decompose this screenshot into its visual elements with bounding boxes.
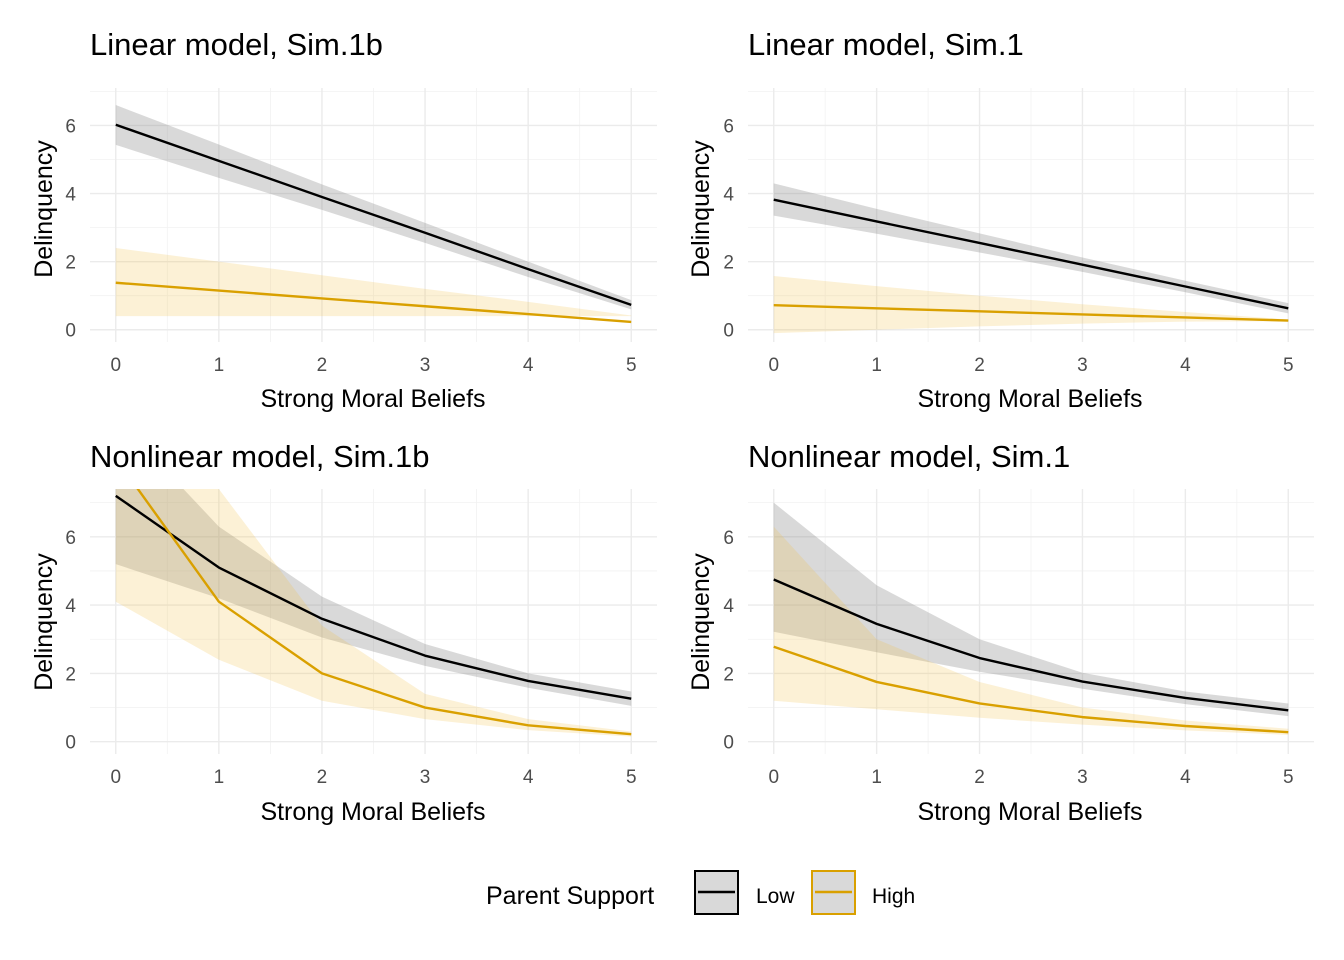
- legend-label-low: Low: [756, 885, 795, 908]
- plot-area: 0 1 2 3 4 5 0 2 4 6: [723, 489, 1314, 788]
- x-tick-label: 5: [626, 355, 637, 376]
- legend-key-low: Low: [694, 870, 795, 915]
- x-axis-title: Strong Moral Beliefs: [260, 385, 485, 413]
- x-tick-label: 1: [871, 767, 882, 788]
- series-line-high: [115, 281, 632, 324]
- x-tick-label: 2: [974, 767, 985, 788]
- y-tick-label: 6: [65, 528, 76, 549]
- x-tick-label: 5: [626, 767, 637, 788]
- y-tick-label: 2: [723, 253, 734, 274]
- y-tick-label: 4: [65, 185, 76, 206]
- series-line-high: [136, 489, 632, 736]
- series-line-low: [115, 494, 632, 700]
- series-line-low: [773, 578, 1289, 712]
- confidence-band-high: [115, 489, 632, 737]
- panel-nonlinear-sim-1: Nonlinear model, Sim.1 0 1 2 3 4 5 0 2 4 6 Strong…: [687, 439, 1314, 826]
- x-tick-label: 4: [523, 355, 534, 376]
- y-axis-title: Delinquency: [687, 140, 715, 278]
- y-tick-label: 0: [723, 733, 734, 754]
- confidence-band-low: [773, 502, 1289, 717]
- series-line-low: [773, 198, 1289, 310]
- x-tick-label: 5: [1283, 767, 1294, 788]
- confidence-band-low: [115, 105, 632, 310]
- x-axis-title: Strong Moral Beliefs: [260, 798, 485, 826]
- confidence-band-high: [773, 275, 1289, 334]
- panel-title: Linear model, Sim.1b: [90, 27, 383, 62]
- plot-area: 0 1 2 3 4 5 0 2 4 6: [65, 489, 657, 788]
- x-tick-label: 4: [1180, 355, 1191, 376]
- y-axis-title: Delinquency: [30, 140, 58, 278]
- legend-title: Parent Support: [486, 882, 654, 910]
- confidence-band-low: [115, 489, 632, 706]
- y-tick-label: 0: [723, 321, 734, 342]
- y-tick-label: 0: [65, 733, 76, 754]
- x-tick-label: 3: [420, 355, 431, 376]
- legend-key-high: High: [811, 870, 915, 915]
- plot-area: 0 1 2 3 4 5 0 2 4 6: [723, 88, 1314, 376]
- y-axis-title: Delinquency: [30, 553, 58, 691]
- panel-linear-sim-1b: Linear model, Sim.1b 0 1 2 3 4 5 0 2 4 6 Strong M…: [30, 27, 657, 413]
- y-tick-label: 2: [65, 253, 76, 274]
- x-tick-label: 4: [1180, 767, 1191, 788]
- x-tick-label: 1: [214, 767, 225, 788]
- y-tick-label: 2: [65, 664, 76, 685]
- x-tick-label: 0: [110, 767, 121, 788]
- x-tick-label: 2: [317, 767, 328, 788]
- confidence-band-high: [773, 526, 1289, 735]
- plot-area: 0 1 2 3 4 5 0 2 4 6: [65, 88, 657, 376]
- x-axis-title: Strong Moral Beliefs: [917, 385, 1142, 413]
- y-tick-label: 0: [65, 321, 76, 342]
- x-axis-title: Strong Moral Beliefs: [917, 798, 1142, 826]
- x-tick-label: 0: [768, 355, 779, 376]
- confidence-band-high: [115, 248, 632, 317]
- x-tick-label: 3: [1077, 355, 1088, 376]
- series-line-high: [773, 645, 1289, 734]
- x-tick-label: 3: [1077, 767, 1088, 788]
- y-tick-label: 4: [723, 185, 734, 206]
- x-tick-label: 1: [871, 355, 882, 376]
- y-tick-label: 2: [723, 664, 734, 685]
- x-tick-label: 2: [317, 355, 328, 376]
- x-tick-label: 5: [1283, 355, 1294, 376]
- x-tick-label: 3: [420, 767, 431, 788]
- x-tick-label: 0: [110, 355, 121, 376]
- x-tick-label: 1: [214, 355, 225, 376]
- legend-label-high: High: [872, 885, 915, 908]
- y-tick-label: 4: [65, 596, 76, 617]
- panel-title: Linear model, Sim.1: [748, 27, 1024, 62]
- panel-title: Nonlinear model, Sim.1b: [90, 439, 429, 474]
- series-line-low: [115, 123, 632, 307]
- y-tick-label: 4: [723, 596, 734, 617]
- y-axis-title: Delinquency: [687, 553, 715, 691]
- panel-nonlinear-sim-1b: Nonlinear model, Sim.1b 0 1 2 3 4 5 0 2 4 6 Stron…: [30, 439, 657, 826]
- legend: Parent Support Low High: [486, 870, 915, 915]
- series-line-high: [773, 304, 1289, 322]
- panel-linear-sim-1: Linear model, Sim.1 0 1 2 3 4 5 0 2 4 6 Strong Mo…: [687, 27, 1314, 413]
- y-tick-label: 6: [65, 116, 76, 137]
- x-tick-label: 2: [974, 355, 985, 376]
- y-tick-label: 6: [723, 528, 734, 549]
- x-tick-label: 0: [768, 767, 779, 788]
- panel-title: Nonlinear model, Sim.1: [748, 439, 1070, 474]
- x-tick-label: 4: [523, 767, 534, 788]
- y-tick-label: 6: [723, 116, 734, 137]
